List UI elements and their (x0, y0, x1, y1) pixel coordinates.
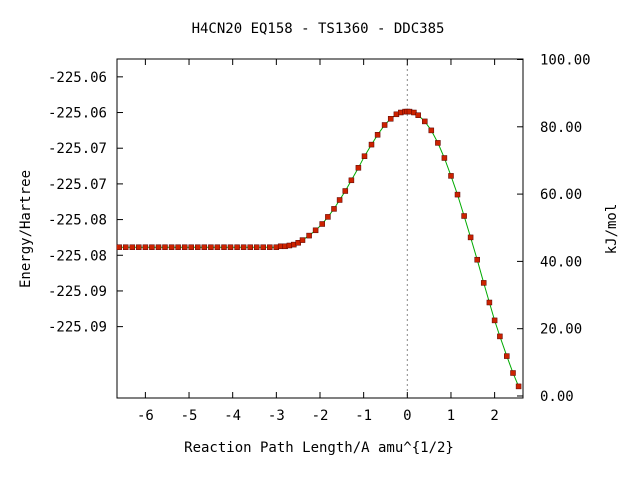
data-point (129, 244, 136, 250)
y-left-tick-label: -225.09 (48, 284, 107, 300)
y-right-tick-label: 100.00 (540, 53, 591, 69)
data-point (374, 132, 381, 138)
x-tick-label: -4 (224, 408, 241, 424)
x-tick-label: -5 (181, 408, 198, 424)
data-point (510, 370, 516, 376)
data-point (136, 244, 142, 250)
y-right-tick-label: 20.00 (540, 322, 582, 338)
data-point (461, 213, 467, 219)
data-point (467, 234, 474, 241)
data-point (387, 116, 394, 122)
data-point (319, 221, 325, 227)
data-point (497, 333, 503, 340)
data-point (142, 244, 149, 250)
data-point (331, 206, 337, 212)
data-point (155, 244, 162, 250)
y-axis-left: -225.06 -225.06 -225.07 -225.07 -225.08 -225.… (48, 70, 123, 336)
y-left-tick-label: -225.08 (48, 248, 107, 264)
y-right-tick-label: 60.00 (540, 187, 582, 203)
y-left-tick-label: -225.08 (48, 213, 107, 229)
data-point (267, 244, 273, 250)
data-point (162, 244, 168, 250)
x-tick-label: -3 (268, 408, 285, 424)
x-tick-label: 2 (490, 408, 498, 424)
data-point (312, 227, 319, 234)
data-point (168, 244, 175, 250)
x-tick-label: -1 (355, 408, 372, 424)
x-tick-label: -2 (312, 408, 329, 424)
data-point (342, 188, 349, 194)
data-point (422, 118, 428, 125)
data-point (240, 244, 247, 250)
data-point (491, 317, 498, 324)
energy-series (116, 108, 522, 390)
y-right-tick-label: 80.00 (540, 120, 582, 136)
y-left-tick-label: -225.07 (48, 177, 107, 193)
y-axis-label-right: kJ/mol (604, 204, 620, 255)
data-point (474, 256, 480, 263)
data-point (122, 244, 129, 250)
data-point (208, 244, 214, 250)
data-point (325, 214, 331, 220)
data-point (415, 112, 421, 118)
y-right-tick-label: 0.00 (540, 389, 574, 405)
x-tick-label: -6 (137, 408, 154, 424)
data-point (221, 244, 227, 250)
plot-frame (116, 58, 524, 399)
data-point (504, 353, 510, 359)
data-point (361, 153, 368, 159)
y-left-tick-label: -225.09 (48, 320, 107, 336)
data-point (247, 244, 253, 250)
data-point (336, 197, 343, 203)
data-point (306, 232, 312, 239)
y-left-tick-label: -225.07 (48, 141, 107, 157)
data-point (253, 244, 260, 250)
y-left-tick-label: -225.06 (48, 70, 107, 86)
data-point (175, 244, 181, 250)
data-point (201, 244, 208, 250)
data-point (116, 244, 122, 250)
data-point (299, 237, 306, 243)
data-point (355, 165, 362, 171)
x-tick-label: 0 (403, 408, 411, 424)
y-axis-right: 100.00 80.00 60.00 40.00 20.00 0.00 (517, 53, 591, 405)
data-point (486, 299, 493, 306)
data-point (188, 244, 194, 250)
data-point (435, 140, 441, 146)
data-point (227, 244, 234, 250)
data-point (480, 280, 487, 286)
y-left-tick-label: -225.06 (48, 106, 107, 122)
x-axis-label: Reaction Path Length/A amu^{1/2} (184, 440, 454, 456)
data-point (181, 244, 188, 250)
data-point (195, 244, 201, 250)
data-point (381, 122, 388, 128)
data-point (454, 191, 461, 198)
data-point (260, 244, 266, 250)
data-point (448, 173, 454, 179)
y-axis-label-left: Energy/Hartree (18, 170, 34, 288)
data-point (368, 141, 375, 148)
data-point (428, 127, 435, 134)
data-point (441, 155, 448, 161)
data-point (348, 177, 355, 184)
x-tick-label: 1 (447, 408, 455, 424)
y-right-tick-label: 40.00 (540, 254, 582, 270)
chart-title: H4CN20 EQ158 - TS1360 - DDC385 (192, 21, 445, 37)
data-point (214, 244, 221, 250)
x-axis: -6 -5 -4 -3 -2 -1 0 1 2 (137, 59, 499, 424)
data-point (515, 383, 522, 390)
data-point (234, 244, 240, 250)
data-point (149, 244, 155, 250)
